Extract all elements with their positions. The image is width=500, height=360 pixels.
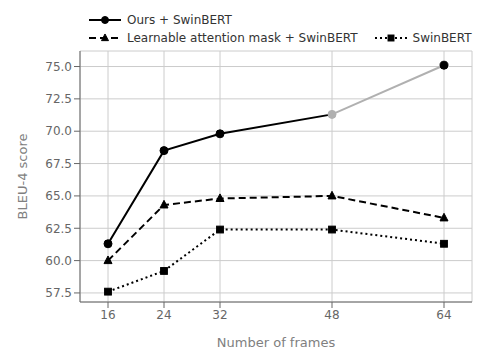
svg-text:65.0: 65.0 bbox=[45, 189, 72, 203]
svg-text:57.5: 57.5 bbox=[45, 286, 72, 300]
svg-text:70.0: 70.0 bbox=[45, 124, 72, 138]
svg-text:60.0: 60.0 bbox=[45, 254, 72, 268]
svg-text:64: 64 bbox=[436, 308, 451, 322]
svg-text:BLEU-4 score: BLEU-4 score bbox=[15, 134, 30, 220]
svg-text:62.5: 62.5 bbox=[45, 222, 72, 236]
svg-text:24: 24 bbox=[156, 308, 171, 322]
html-text:SwinBERT: SwinBERT bbox=[412, 31, 472, 45]
svg-text:75.0: 75.0 bbox=[45, 60, 72, 74]
svg-text:Number of frames: Number of frames bbox=[217, 335, 336, 350]
html-text:Learnable attention mask + Swi: Learnable attention mask + SwinBERT bbox=[127, 31, 358, 45]
svg-text:32: 32 bbox=[212, 308, 227, 322]
svg-text:48: 48 bbox=[324, 308, 339, 322]
svg-text:16: 16 bbox=[100, 308, 115, 322]
svg-text:72.5: 72.5 bbox=[45, 92, 72, 106]
svg-text:67.5: 67.5 bbox=[45, 157, 72, 171]
html-text:Ours + SwinBERT: Ours + SwinBERT bbox=[127, 13, 232, 27]
